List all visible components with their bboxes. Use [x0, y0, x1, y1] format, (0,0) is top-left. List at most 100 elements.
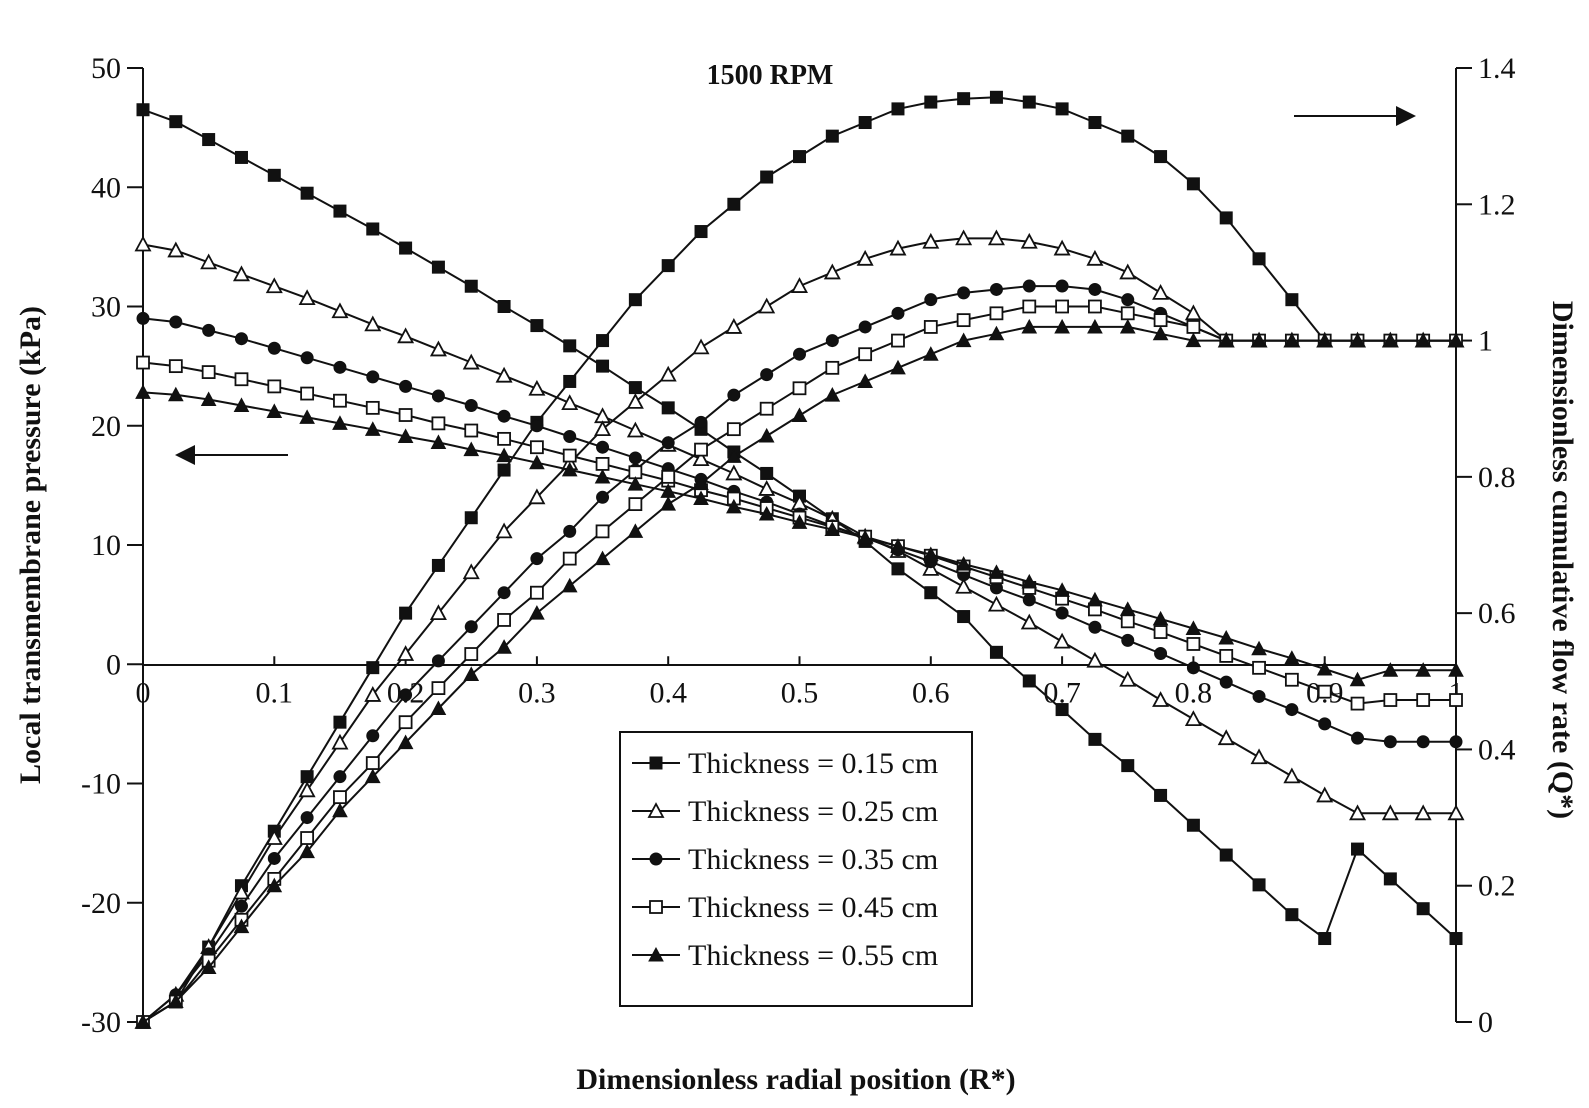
- flow-rate-point: [431, 654, 445, 668]
- flow-rate-point: [1186, 177, 1200, 191]
- pressure-point: [1251, 640, 1267, 656]
- flow-rate-point: [1088, 299, 1102, 314]
- pressure-point: [596, 440, 610, 454]
- flow-rate-point: [562, 551, 577, 566]
- pressure-point: [399, 379, 413, 393]
- flow-rate-point: [398, 715, 413, 730]
- pressure-point: [364, 421, 381, 436]
- pressure-point: [1383, 735, 1397, 749]
- pressure-point: [530, 419, 544, 433]
- flow-rate-point: [856, 249, 874, 266]
- flow-rate-point: [923, 320, 938, 334]
- pressure-point: [1054, 582, 1070, 597]
- pressure-point: [1416, 902, 1430, 916]
- flow-rate-point: [793, 347, 806, 361]
- flow-rate-point: [497, 586, 511, 600]
- flow-rate-point: [464, 647, 479, 661]
- pressure-point: [530, 440, 544, 455]
- y-left-tick-label: -30: [81, 1006, 121, 1039]
- pressure-point: [596, 359, 610, 373]
- pressure-point: [1283, 767, 1301, 784]
- pressure-point: [168, 359, 183, 374]
- pressure-point: [1252, 660, 1266, 675]
- flow-rate-point: [497, 463, 511, 477]
- flow-rate-point: [464, 620, 478, 634]
- pressure-point: [791, 514, 808, 529]
- flow-rate-point: [1349, 332, 1366, 348]
- flow-rate-point: [1382, 332, 1399, 348]
- series-group: [135, 318, 1464, 1029]
- flow-rate-point: [594, 420, 612, 437]
- x-tick-label: 0.1: [256, 676, 294, 709]
- flow-rate-point: [366, 661, 380, 675]
- pressure-point: [1088, 620, 1102, 634]
- pressure-point: [495, 366, 513, 383]
- flow-rate-point: [661, 259, 675, 273]
- pressure-point: [1186, 818, 1200, 832]
- flow-rate-point: [300, 811, 314, 825]
- flow-rate-point: [694, 442, 708, 457]
- y-left-tick-label: -10: [81, 768, 121, 801]
- flow-rate-point: [331, 733, 349, 750]
- flow-rate-point: [727, 197, 741, 211]
- pressure-point: [1055, 703, 1069, 717]
- pressure-point: [1447, 804, 1465, 821]
- y-left-tick-label: 50: [91, 52, 121, 85]
- flow-rate-point: [726, 448, 742, 463]
- pressure-point: [988, 564, 1005, 579]
- flow-rate-point: [596, 334, 610, 348]
- pressure-point: [1252, 878, 1266, 892]
- pressure-point: [824, 521, 841, 536]
- flow-rate-point: [399, 688, 413, 702]
- flow-rate-point: [1251, 332, 1267, 348]
- flow-rate-point: [1088, 116, 1102, 130]
- flow-rate-point: [626, 393, 644, 409]
- flow-rate-point: [693, 475, 709, 491]
- pressure-point: [561, 394, 579, 410]
- legend-item: Thickness = 0.55 cm: [632, 939, 938, 972]
- pressure-point: [857, 529, 873, 545]
- pressure-point: [136, 355, 150, 370]
- pressure-point: [1121, 633, 1135, 647]
- flow-rate-point: [267, 851, 281, 865]
- legend-label: Thickness = 0.35 cm: [688, 843, 938, 876]
- pressure-point: [661, 401, 675, 415]
- flow-rate-point: [497, 613, 511, 627]
- pressure-point: [922, 559, 940, 576]
- pressure-point: [760, 466, 774, 480]
- flow-rate-point: [791, 407, 808, 423]
- pressure-point: [431, 260, 445, 274]
- flow-rate-point: [1055, 102, 1069, 116]
- flow-rate-point: [1022, 299, 1037, 314]
- flow-rate-point: [890, 359, 906, 375]
- y-right-tick-label: 0.8: [1478, 461, 1516, 494]
- pressure-point: [1318, 717, 1332, 731]
- flow-rate-point: [561, 577, 578, 593]
- flow-rate-point: [987, 229, 1005, 246]
- pressure-point: [1121, 759, 1135, 773]
- flow-rate-point: [596, 490, 610, 504]
- pressure-point: [562, 448, 577, 463]
- pressure-point: [1317, 684, 1332, 699]
- pressure-point: [922, 546, 939, 562]
- pressure-point: [955, 556, 972, 571]
- y-right-tick-label: 1.4: [1478, 52, 1516, 85]
- pressure-point: [497, 409, 511, 423]
- pressure-point: [364, 315, 382, 332]
- flow-rate-point: [758, 427, 775, 443]
- pressure-point: [725, 464, 743, 481]
- pressure-point: [1055, 606, 1069, 620]
- flow-rate-point: [823, 263, 841, 280]
- pressure-point: [1217, 729, 1235, 746]
- flow-rate-point: [956, 313, 971, 328]
- pressure-point: [232, 265, 250, 282]
- pressure-point: [628, 381, 642, 395]
- pressure-point: [1086, 651, 1104, 668]
- pressure-point: [1449, 932, 1463, 946]
- pressure-point: [169, 315, 183, 329]
- flow-rate-point: [431, 681, 446, 695]
- pressure-point: [234, 332, 248, 346]
- flow-rate-point: [1121, 293, 1135, 307]
- pressure-point: [563, 429, 577, 443]
